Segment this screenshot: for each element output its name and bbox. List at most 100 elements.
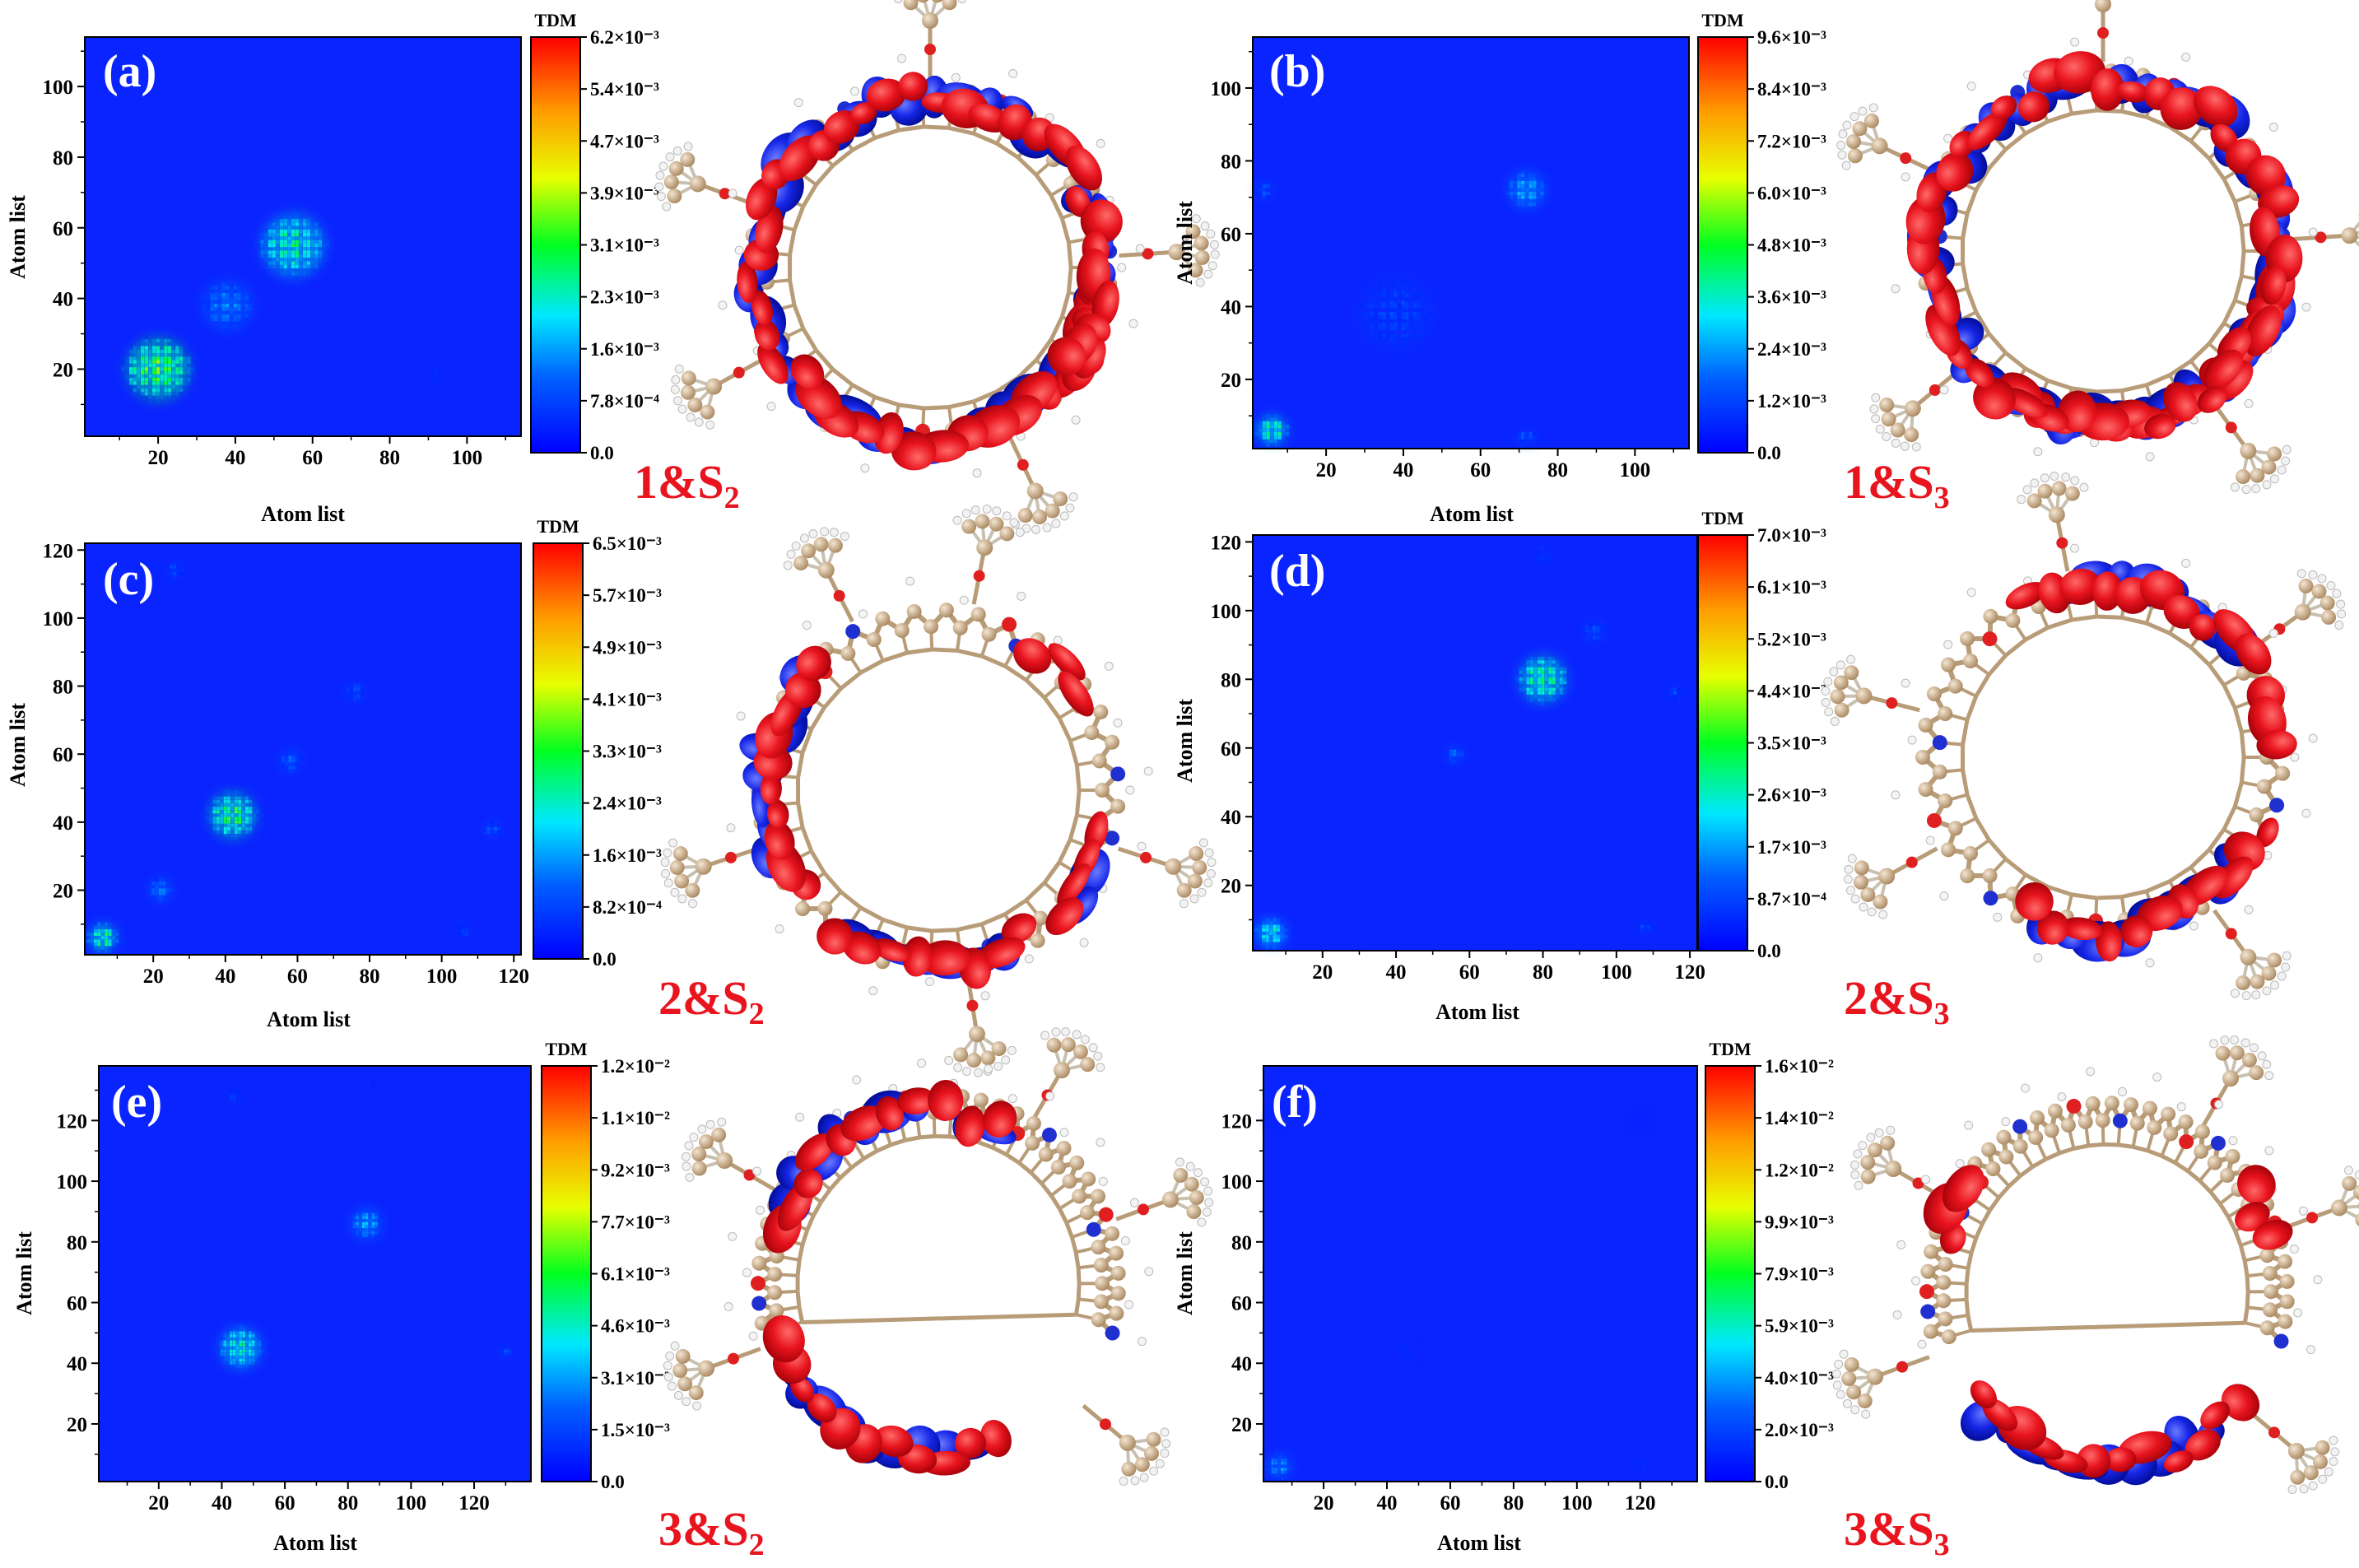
carbon-atom — [1161, 1191, 1179, 1208]
orbital-lobe-positive — [1970, 1380, 1997, 1409]
orbital-lobe-positive — [1965, 358, 1994, 388]
carbon-atom — [2095, 1113, 2110, 1128]
hydrogen-atom — [2329, 1435, 2338, 1445]
heatmap-e-hotspot — [226, 1087, 244, 1105]
carbon-atom — [817, 561, 835, 579]
carbon-atom — [1841, 1370, 1857, 1386]
heatmap-d-glow — [1445, 745, 1465, 765]
panel-label-c: (c) — [103, 554, 154, 605]
carbon-atom — [2321, 609, 2337, 625]
heatmap-e-glow — [497, 1342, 514, 1360]
bond — [882, 917, 908, 930]
hydrogen-atom — [1065, 503, 1075, 513]
oxygen-atom — [966, 999, 979, 1012]
bond — [2059, 1147, 2075, 1156]
heatmap-f-frame — [1263, 1065, 1698, 1482]
colorbar-tick-label: 5.7×10⁻³ — [593, 585, 662, 606]
carbon-atom — [689, 175, 706, 193]
carbon-atom — [1845, 134, 1861, 150]
orbital-lobe-positive — [757, 342, 789, 384]
orbital-lobe-positive — [794, 1133, 835, 1171]
hydrogen-atom — [1842, 120, 1852, 130]
heatmap-a-cell — [326, 250, 330, 254]
heatmap-f-hotspot — [1631, 1112, 1649, 1129]
heatmap-b-hotspot — [1254, 179, 1275, 201]
hydrogen-atom — [661, 868, 671, 878]
hydrogen-atom — [840, 532, 849, 542]
bond — [1068, 814, 1079, 840]
heatmap-c-cell — [205, 820, 209, 824]
y-tick-label: 20 — [53, 880, 73, 902]
x-tick-label: 20 — [1316, 459, 1337, 482]
hydrogen-atom — [1875, 424, 1885, 434]
bond — [795, 1291, 802, 1308]
heatmap-d-glow — [1529, 542, 1556, 569]
hydrogen-atom — [2209, 1039, 2219, 1049]
heatmap-e-hotspot — [497, 1342, 514, 1360]
orbital-lobe-positive — [2117, 81, 2149, 103]
orbital-lobe-positive — [2194, 86, 2238, 128]
heatmap-f-hotspot — [1394, 1339, 1417, 1363]
carbon-atom — [2298, 578, 2314, 593]
state-label-f: 3&S3 — [1844, 1502, 1950, 1562]
heatmap-c-cell — [256, 807, 260, 811]
molecule-a — [654, 0, 1220, 534]
colorbar-d-title: TDM — [1701, 508, 1744, 528]
carbon-atom — [1109, 1245, 1124, 1261]
hydrogen-atom — [1045, 1091, 1055, 1101]
carbon-atom — [2263, 1284, 2278, 1300]
colorbar-tick-label: 7.8×10⁻⁴ — [590, 391, 659, 412]
hydrogen-atom — [726, 823, 736, 833]
y-tick-label: 40 — [53, 289, 73, 311]
carbon-atom — [1110, 798, 1126, 814]
y-tick-label: 100 — [43, 608, 74, 630]
carbon-atom — [2278, 1254, 2293, 1269]
carbon-atom — [2250, 468, 2265, 483]
colorbar-tick-label: 8.7×10⁻⁴ — [1757, 889, 1826, 910]
nitrogen-atom — [2012, 1119, 2028, 1134]
y-tick-label: 20 — [1231, 1414, 1252, 1436]
bond — [2096, 389, 2123, 394]
hydrogen-atom — [2230, 482, 2240, 492]
orbital-lobe-positive — [2203, 349, 2244, 390]
colorbar-tick-label: 3.3×10⁻³ — [593, 742, 662, 762]
colorbar-a-title: TDM — [534, 10, 577, 30]
orbital-lobe-positive — [2120, 915, 2153, 947]
carbon-atom — [1860, 1169, 1876, 1184]
bond — [1961, 263, 1970, 289]
colorbar-c: TDM 6.5×10⁻³5.7×10⁻³4.9×10⁻³4.1×10⁻³3.3×… — [533, 516, 662, 970]
carbon-atom — [1105, 1226, 1120, 1241]
carbon-atom — [2312, 1454, 2328, 1469]
heatmap-a-xticks: 20 40 60 80 100 — [119, 436, 506, 469]
bond — [898, 402, 924, 411]
y-tick-label: 100 — [1221, 1171, 1253, 1193]
panel-label-d: (d) — [1269, 546, 1325, 597]
hydrogen-atom — [681, 1152, 691, 1161]
carbon-atom — [1981, 1142, 1997, 1157]
molecule-b — [1836, 0, 2359, 495]
heatmap-e-hotspots — [216, 1075, 514, 1371]
oxygen-atom — [2066, 1099, 2082, 1114]
y-tick-label: 40 — [1221, 807, 1241, 829]
bond — [1980, 1209, 1992, 1225]
carbon-atom — [1918, 782, 1933, 798]
x-axis-label-f: Atom list — [1437, 1531, 1521, 1555]
bond — [2024, 366, 2049, 383]
bond — [2168, 865, 2193, 883]
hydrogen-atom — [2070, 476, 2080, 486]
colorbar-tick-label: 1.6×10⁻³ — [590, 339, 659, 360]
heatmap-a-cell — [191, 370, 195, 375]
heatmap-a-hotspot — [256, 211, 330, 281]
bond — [2133, 1144, 2148, 1153]
carbon-atom — [970, 607, 986, 622]
carbon-atom — [1985, 1161, 2001, 1177]
bond — [2103, 1142, 2119, 1147]
molecule-orbitals — [762, 1080, 1017, 1476]
x-tick-label: 80 — [1503, 1492, 1524, 1514]
carbon-atom — [2104, 1096, 2119, 1111]
hydrogen-atom — [2145, 452, 2155, 462]
carbon-atom — [966, 1053, 982, 1068]
hydrogen-atom — [2220, 1035, 2230, 1045]
